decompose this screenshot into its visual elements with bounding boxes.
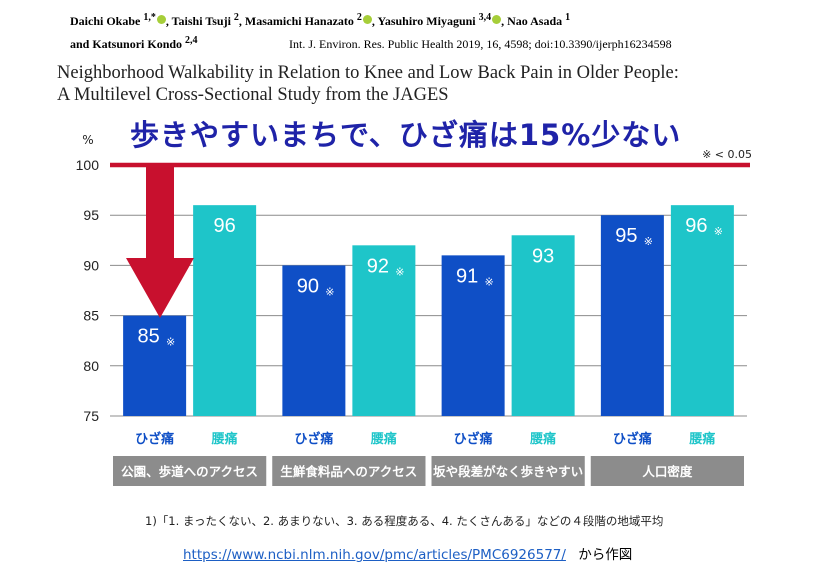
category-box: [431, 456, 585, 486]
significance-marker: ※: [166, 336, 175, 349]
author-affiliation: 2: [233, 12, 239, 23]
significance-marker: ※: [485, 275, 494, 288]
paper-title-line-1: Neighborhood Walkability in Relation to …: [57, 63, 679, 83]
bar-knee: [441, 255, 505, 416]
author-name: Taishi Tsuji: [171, 14, 231, 28]
series-label: 腰痛: [211, 431, 238, 447]
series-label: 腰痛: [370, 431, 397, 447]
category-box: [113, 456, 267, 486]
bar-value-label: 91: [456, 265, 478, 287]
journal-citation: Int. J. Environ. Res. Public Health 2019…: [289, 37, 672, 51]
orcid-icon[interactable]: [156, 15, 166, 24]
bar-value-label: 95: [615, 225, 637, 247]
significance-marker: ※: [325, 285, 334, 298]
significance-marker: ※: [714, 225, 723, 238]
category-label: 人口密度: [642, 464, 693, 479]
category-box: [590, 456, 744, 486]
series-label: ひざ痛: [613, 431, 652, 447]
bar-back: [193, 205, 257, 416]
source-line: https://www.ncbi.nlm.nih.gov/pmc/article…: [183, 543, 632, 563]
author-affiliation: 3,4: [478, 12, 492, 23]
y-tick-label: 100: [76, 157, 100, 173]
series-label: 腰痛: [688, 431, 715, 447]
author-name: Masamichi Hanazato: [244, 14, 354, 28]
series-label: ひざ痛: [294, 431, 333, 447]
author-line-2: and Katsunori Kondo 2,4: [70, 31, 770, 54]
bar-back: [670, 205, 734, 416]
orcid-icon[interactable]: [492, 15, 502, 24]
source-suffix: から作図: [578, 547, 633, 563]
bar-value-label: 92: [367, 255, 389, 277]
author-name: Daichi Okabe: [70, 14, 141, 28]
down-arrow-icon: [126, 167, 194, 318]
author-last: and Katsunori Kondo: [70, 37, 183, 51]
significance-marker: ※: [395, 265, 404, 278]
bar-back: [511, 235, 575, 416]
y-tick-label: 90: [83, 257, 99, 273]
chart-headline: 歩きやすいまちで、ひざ痛は15%少ない: [130, 118, 682, 152]
footnote: 1)「1. まったくない、2. あまりない、3. ある程度ある、4. たくさんあ…: [145, 514, 664, 528]
author-line-1: Daichi Okabe 1,*, Taishi Tsuji 2, Masami…: [70, 12, 571, 28]
y-tick-label: 75: [83, 408, 99, 424]
category-box: [272, 456, 426, 486]
author-name: Yasuhiro Miyaguni: [377, 14, 476, 28]
bar-value-label: 85: [138, 326, 160, 348]
bar-knee: [282, 265, 346, 416]
bar-back: [352, 245, 416, 416]
author-list: Daichi Okabe 1,*, Taishi Tsuji 2, Masami…: [70, 8, 770, 54]
significance-marker: ※: [644, 235, 653, 248]
y-axis-unit: %: [82, 133, 93, 147]
author-affiliation: 2: [356, 12, 362, 23]
source-link[interactable]: https://www.ncbi.nlm.nih.gov/pmc/article…: [183, 547, 566, 563]
category-label: 公園、歩道へのアクセス: [121, 464, 258, 479]
bar-value-label: 96: [214, 215, 236, 237]
bar-knee: [600, 215, 664, 416]
y-tick-label: 85: [83, 308, 99, 324]
author-affiliation: 2,4: [185, 35, 198, 46]
series-label: 腰痛: [529, 431, 556, 447]
author-name: Nao Asada: [507, 14, 563, 28]
y-tick-label: 95: [83, 207, 99, 223]
orcid-icon[interactable]: [362, 15, 372, 24]
paper-title: Neighborhood Walkability in Relation to …: [57, 62, 817, 106]
bar-knee: [123, 315, 187, 416]
series-label: ひざ痛: [454, 431, 493, 447]
bar-value-label: 93: [532, 245, 554, 267]
bar-value-label: 96: [685, 215, 707, 237]
author-affiliation: 1,*: [143, 12, 156, 23]
author-affiliation: 1: [565, 12, 571, 23]
paper-title-line-2: A Multilevel Cross-Sectional Study from …: [57, 85, 449, 105]
y-tick-label: 80: [83, 358, 99, 374]
significance-note: ※ < 0.05: [702, 148, 752, 161]
bar-value-label: 90: [297, 275, 319, 297]
category-label: 坂や段差がなく歩きやすい: [433, 464, 583, 479]
category-label: 生鮮食料品へのアクセス: [280, 464, 417, 479]
series-label: ひざ痛: [135, 431, 174, 447]
